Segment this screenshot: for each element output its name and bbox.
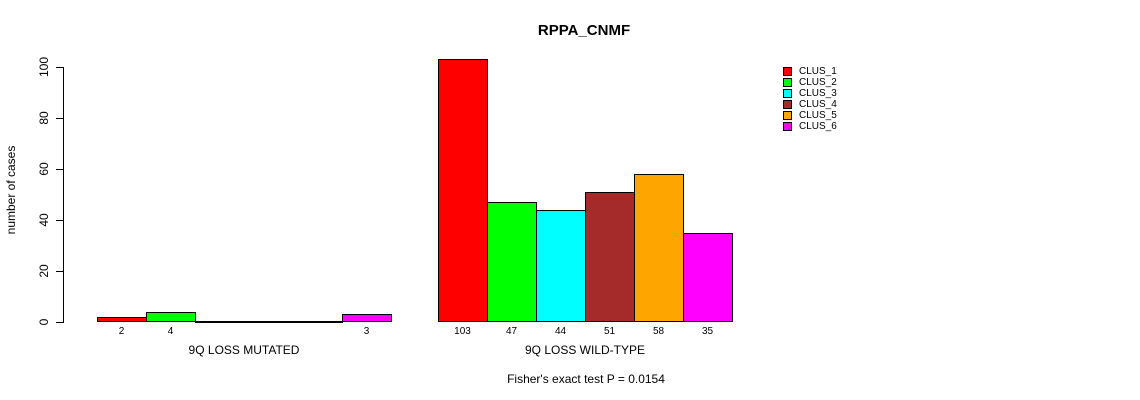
y-tick — [56, 322, 63, 323]
legend-swatch-clus_6 — [783, 122, 792, 131]
category-label-wild-type: 9Q LOSS WILD-TYPE — [524, 343, 646, 357]
legend-swatch-clus_4 — [783, 100, 792, 109]
y-tick-label: 40 — [37, 213, 51, 227]
bar-value-label: 3 — [363, 326, 370, 337]
bar-clus_4-group2 — [585, 192, 635, 322]
y-tick-label: 60 — [37, 162, 51, 176]
y-tick — [56, 271, 63, 272]
legend-swatch-clus_1 — [783, 67, 792, 76]
bar-clus_1-group1 — [97, 317, 147, 322]
y-tick-label: 80 — [37, 111, 51, 125]
footnote-fishers-test: Fisher's exact test P = 0.0154 — [507, 372, 665, 386]
y-tick — [56, 67, 63, 68]
bar-clus_6-group1 — [342, 314, 392, 322]
y-axis-line — [63, 67, 64, 323]
bar-value-label: 103 — [454, 326, 471, 337]
y-axis-label: number of cases — [4, 145, 18, 235]
y-tick-label: 100 — [37, 56, 51, 78]
legend-label-clus_2: CLUS_2 — [799, 77, 837, 88]
y-tick — [56, 169, 63, 170]
bar-value-label: 58 — [652, 326, 665, 337]
legend-swatch-clus_2 — [783, 78, 792, 87]
chart-title: RPPA_CNMF — [537, 22, 631, 39]
bar-value-label: 35 — [701, 326, 714, 337]
bar-clus_3-group1 — [195, 321, 245, 323]
bar-clus_1-group2 — [438, 59, 488, 322]
bar-value-label: 47 — [505, 326, 518, 337]
legend-label-clus_1: CLUS_1 — [799, 66, 837, 77]
bar-clus_6-group2 — [683, 233, 733, 322]
y-tick-label: 20 — [37, 264, 51, 278]
legend-label-clus_6: CLUS_6 — [799, 121, 837, 132]
legend-label-clus_3: CLUS_3 — [799, 88, 837, 99]
bar-value-label: 4 — [167, 326, 174, 337]
bar-clus_2-group2 — [487, 202, 537, 322]
bar-clus_3-group2 — [536, 210, 586, 322]
category-label-mutated: 9Q LOSS MUTATED — [188, 343, 300, 357]
legend-swatch-clus_3 — [783, 89, 792, 98]
bar-value-label: 44 — [554, 326, 567, 337]
bar-clus_4-group1 — [244, 321, 294, 323]
bar-clus_2-group1 — [146, 312, 196, 322]
bar-value-label: 51 — [603, 326, 616, 337]
legend-swatch-clus_5 — [783, 111, 792, 120]
bar-clus_5-group2 — [634, 174, 684, 322]
legend-label-clus_4: CLUS_4 — [799, 99, 837, 110]
legend-label-clus_5: CLUS_5 — [799, 110, 837, 121]
bar-clus_5-group1 — [293, 321, 343, 323]
y-tick-label: 0 — [37, 318, 51, 326]
y-tick — [56, 118, 63, 119]
bar-value-label: 2 — [118, 326, 125, 337]
y-tick — [56, 220, 63, 221]
